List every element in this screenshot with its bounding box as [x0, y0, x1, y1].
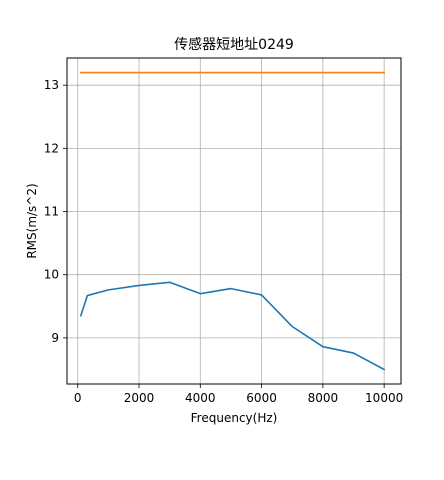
- grid-lines: [67, 58, 401, 384]
- plot-series: [79, 71, 386, 371]
- y-axis-title: RMS(m/s^2): [25, 183, 39, 258]
- x-tick-label: 6000: [246, 391, 277, 405]
- chart-title: 传感器短地址0249: [174, 36, 294, 53]
- x-axis-title: Frequency(Hz): [191, 411, 278, 425]
- y-tick-label: 9: [51, 331, 59, 345]
- x-tick-label: 2000: [124, 391, 155, 405]
- x-tick-label: 10000: [365, 391, 403, 405]
- x-tick-label: 4000: [185, 391, 216, 405]
- series-line-1: [79, 281, 386, 371]
- y-tick-label: 10: [44, 268, 59, 282]
- y-tick-label: 12: [44, 141, 59, 155]
- y-tick-label: 11: [44, 205, 59, 219]
- plot-frame: [66, 57, 402, 385]
- x-tick-label: 8000: [308, 391, 339, 405]
- y-tick-label: 13: [44, 78, 59, 92]
- x-tick-label: 0: [74, 391, 82, 405]
- axis-ticks: 0 2000 4000 6000 8000 10000 9 10 11 12 13: [44, 78, 404, 405]
